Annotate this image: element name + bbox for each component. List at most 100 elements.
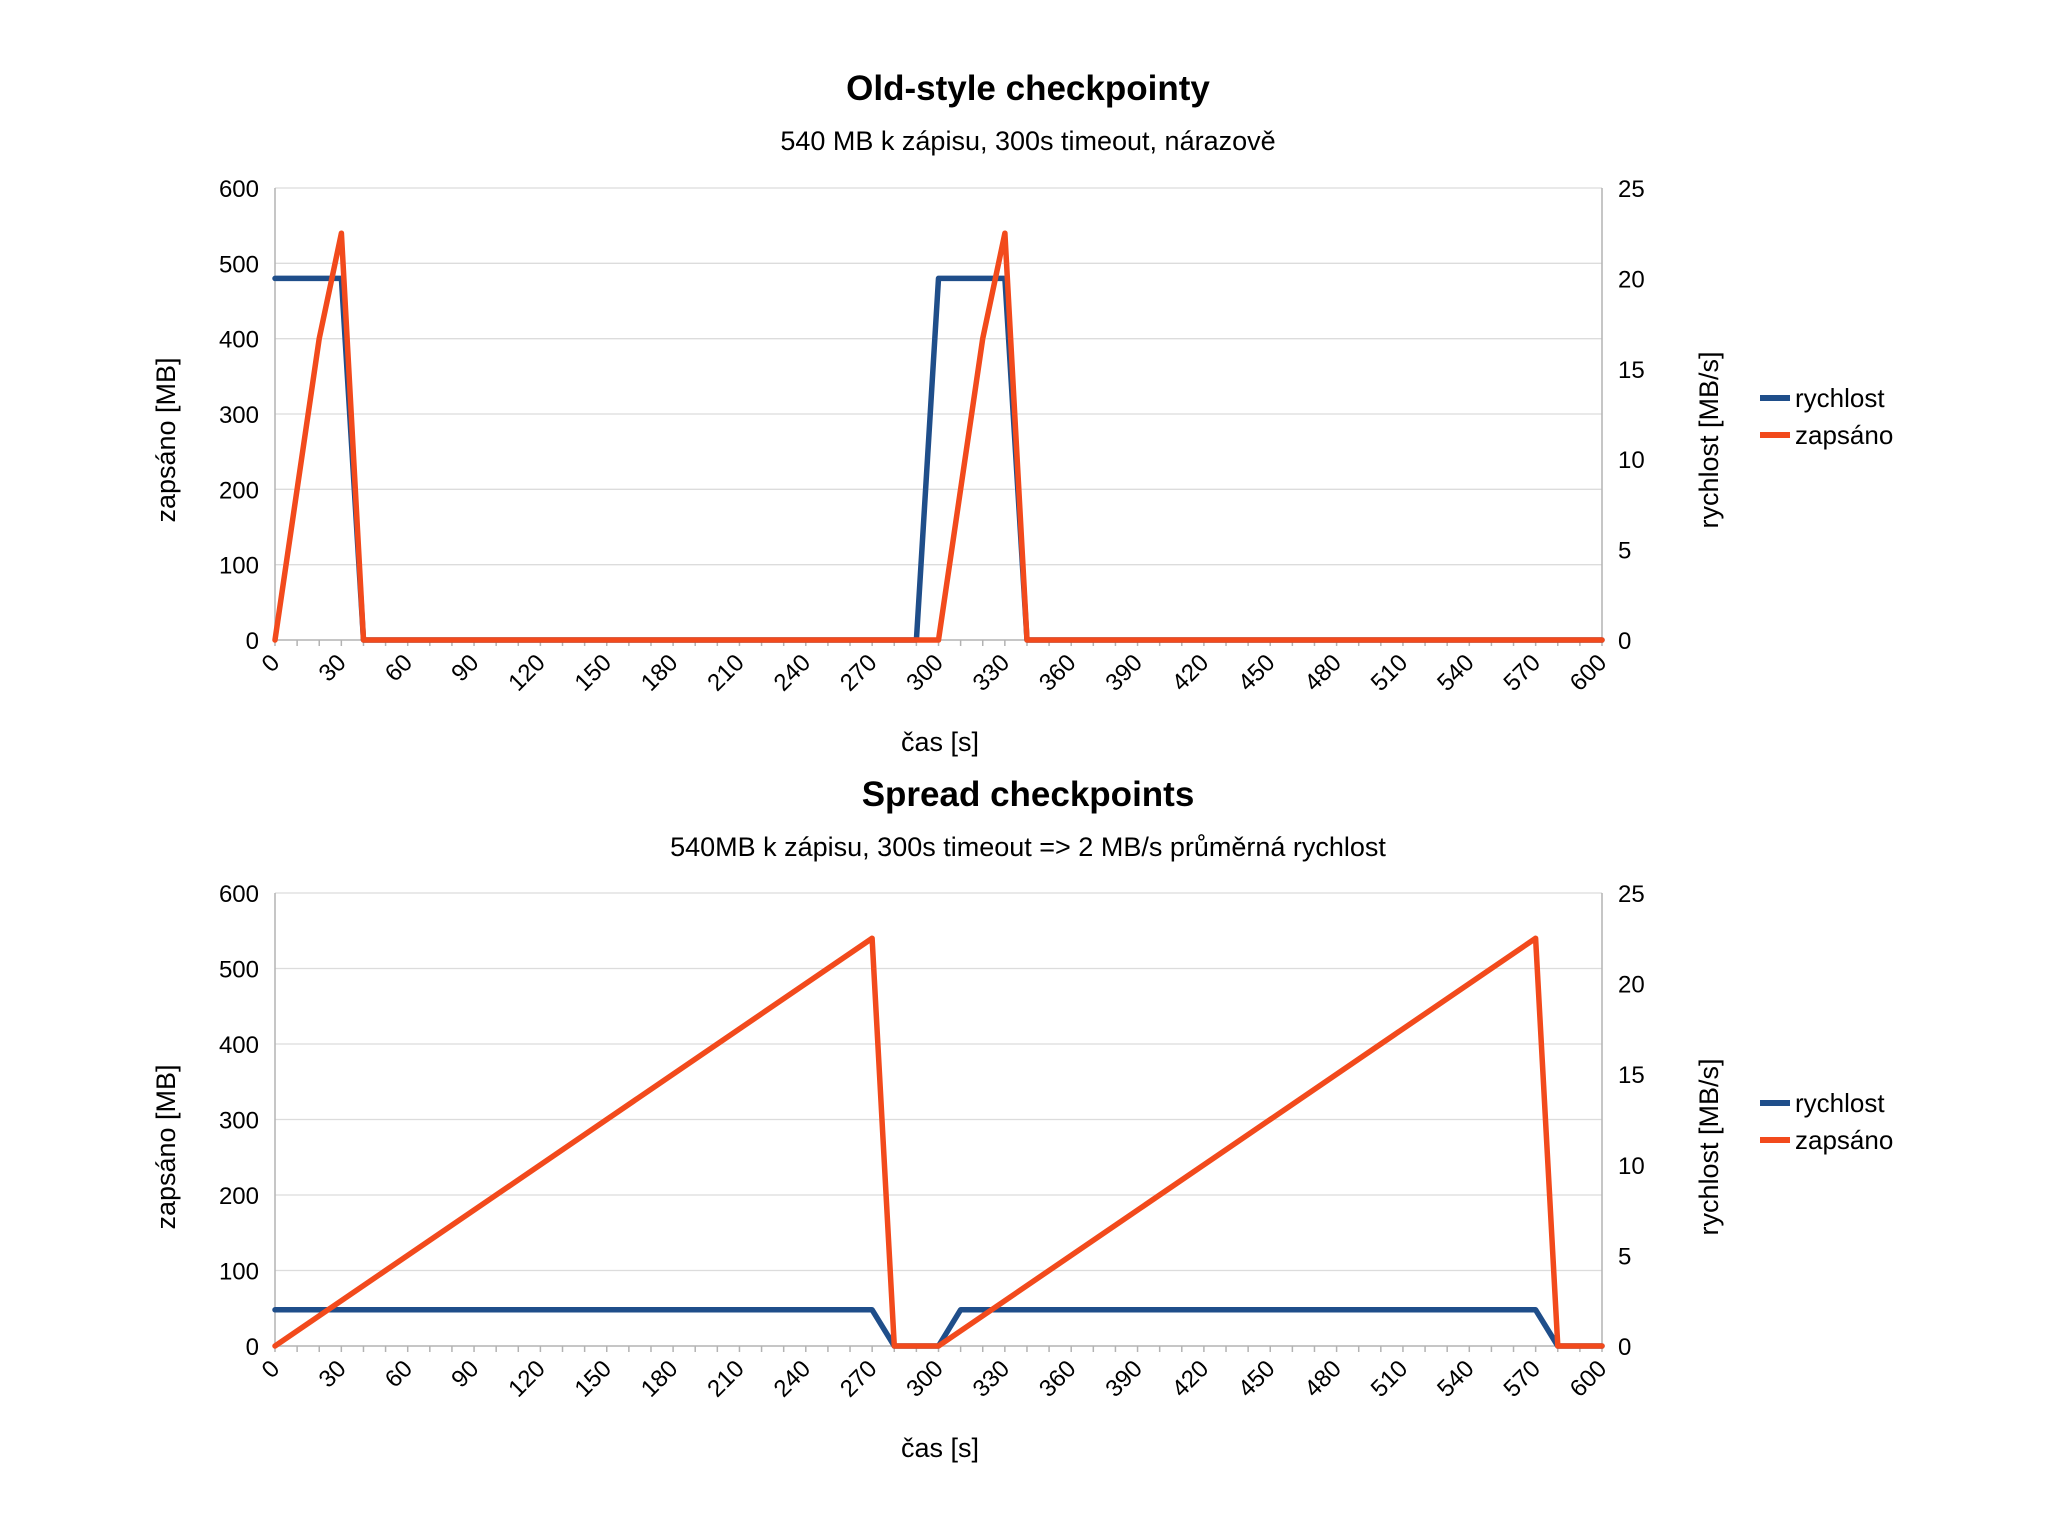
x-tick-label: 570	[1498, 649, 1545, 696]
y-tick-label: 400	[219, 1032, 259, 1059]
y2-tick-label: 10	[1618, 1153, 1645, 1180]
legend-label: rychlost	[1795, 383, 1885, 413]
chart-old-style: Old-style checkpointy 540 MB k zápisu, 3…	[151, 69, 1893, 757]
x-tick-label: 510	[1366, 1355, 1413, 1402]
chart-subtitle: 540 MB k zápisu, 300s timeout, nárazově	[780, 126, 1275, 156]
x-tick-label: 450	[1233, 1355, 1280, 1402]
series-line-rychlost	[272, 275, 1605, 643]
x-tick-label: 510	[1366, 649, 1413, 696]
x-tick-label: 570	[1498, 1355, 1545, 1402]
x-tick-label: 90	[446, 1355, 484, 1393]
x-tick-label: 210	[702, 1355, 749, 1402]
y-tick-label: 100	[219, 1259, 259, 1286]
x-tick-label: 30	[314, 1355, 352, 1393]
y-tick-label: 200	[219, 1183, 259, 1210]
y-tick-labels: 0 100 200 300 400 500 600	[219, 176, 259, 655]
legend: rychlost zapsáno	[1760, 1088, 1893, 1155]
axes	[274, 893, 1603, 1352]
x-tick-label: 540	[1432, 649, 1479, 696]
series-lines	[272, 230, 1605, 643]
chart-spread: Spread checkpoints 540MB k zápisu, 300s …	[151, 775, 1893, 1463]
series-line-zapsano	[272, 935, 1605, 1349]
x-tick-label: 150	[570, 649, 617, 696]
y2-tick-label: 20	[1618, 266, 1645, 293]
x-tick-label: 480	[1299, 1355, 1346, 1402]
y-tick-label: 300	[219, 402, 259, 429]
x-tick-label: 150	[570, 1355, 617, 1402]
series-line-rychlost	[272, 1307, 1605, 1349]
x-tick-label: 600	[1565, 649, 1612, 696]
y-axis-label: zapsáno [MB]	[151, 357, 181, 522]
x-tick-label: 180	[636, 649, 683, 696]
x-tick-label: 600	[1565, 1355, 1612, 1402]
y-tick-label: 600	[219, 176, 259, 203]
x-tick-label: 270	[835, 649, 882, 696]
y-tick-label: 400	[219, 327, 259, 354]
legend-label: zapsáno	[1795, 1125, 1893, 1155]
y2-tick-label: 0	[1618, 1334, 1631, 1361]
x-tick-labels: 0 30 60 90 120 150 180 210 240 270 300 330 360 390 420…	[257, 1355, 1613, 1402]
y2-tick-label: 25	[1618, 176, 1645, 203]
series-line-zapsano	[272, 230, 1605, 643]
y-tick-label: 100	[219, 553, 259, 580]
y2-axis-label: rychlost [MB/s]	[1694, 1058, 1724, 1235]
gridlines	[275, 187, 1602, 566]
gridlines	[275, 892, 1602, 1272]
y2-tick-label: 15	[1618, 357, 1645, 384]
x-axis-label: čas [s]	[901, 1433, 979, 1463]
x-tick-label: 240	[769, 1355, 816, 1402]
y-axis-label: zapsáno [MB]	[151, 1064, 181, 1229]
series-lines	[272, 935, 1605, 1349]
y2-axis-label: rychlost [MB/s]	[1694, 351, 1724, 528]
y-tick-label: 500	[219, 957, 259, 984]
y-tick-label: 300	[219, 1108, 259, 1135]
y-tick-label: 0	[246, 628, 259, 655]
y-tick-labels: 0 100 200 300 400 500 600	[219, 881, 259, 1361]
x-tick-labels: 0 30 60 90 120 150 180 210 240 270 300 330 360 390 420…	[257, 649, 1613, 696]
chart-title: Spread checkpoints	[862, 775, 1195, 814]
y2-tick-labels: 0 5 10 15 20 25	[1618, 176, 1645, 655]
x-tick-label: 450	[1233, 649, 1280, 696]
y2-tick-label: 5	[1618, 1243, 1631, 1270]
y-tick-label: 600	[219, 881, 259, 908]
x-tick-label: 390	[1100, 649, 1147, 696]
x-tick-label: 30	[314, 649, 352, 687]
y2-tick-label: 20	[1618, 972, 1645, 999]
y-tick-label: 0	[246, 1334, 259, 1361]
x-tick-label: 300	[901, 649, 948, 696]
x-tick-label: 120	[503, 1355, 550, 1402]
x-tick-label: 90	[446, 649, 484, 687]
legend-label: rychlost	[1795, 1088, 1885, 1118]
legend-label: zapsáno	[1795, 420, 1893, 450]
x-tick-label: 360	[1034, 649, 1081, 696]
x-tick-label: 0	[257, 1355, 286, 1384]
legend: rychlost zapsáno	[1760, 383, 1893, 450]
x-tick-label: 360	[1034, 1355, 1081, 1402]
x-tick-label: 60	[380, 649, 418, 687]
x-tick-label: 390	[1100, 1355, 1147, 1402]
chart-title: Old-style checkpointy	[846, 69, 1210, 108]
x-tick-label: 330	[968, 1355, 1015, 1402]
y2-tick-label: 10	[1618, 447, 1645, 474]
x-tick-label: 60	[380, 1355, 418, 1393]
x-tick-label: 420	[1167, 1355, 1214, 1402]
y-tick-label: 200	[219, 477, 259, 504]
x-tick-label: 420	[1167, 649, 1214, 696]
x-tick-label: 480	[1299, 649, 1346, 696]
axes	[274, 188, 1603, 646]
x-tick-label: 0	[257, 649, 286, 678]
x-tick-label: 330	[968, 649, 1015, 696]
y2-tick-label: 5	[1618, 538, 1631, 565]
x-tick-label: 120	[503, 649, 550, 696]
x-tick-label: 270	[835, 1355, 882, 1402]
y2-tick-label: 25	[1618, 881, 1645, 908]
y2-tick-label: 15	[1618, 1062, 1645, 1089]
x-tick-label: 240	[769, 649, 816, 696]
x-tick-label: 300	[901, 1355, 948, 1402]
y-tick-label: 500	[219, 251, 259, 278]
x-tick-label: 540	[1432, 1355, 1479, 1402]
x-tick-label: 180	[636, 1355, 683, 1402]
x-tick-label: 210	[702, 649, 749, 696]
y2-tick-label: 0	[1618, 628, 1631, 655]
